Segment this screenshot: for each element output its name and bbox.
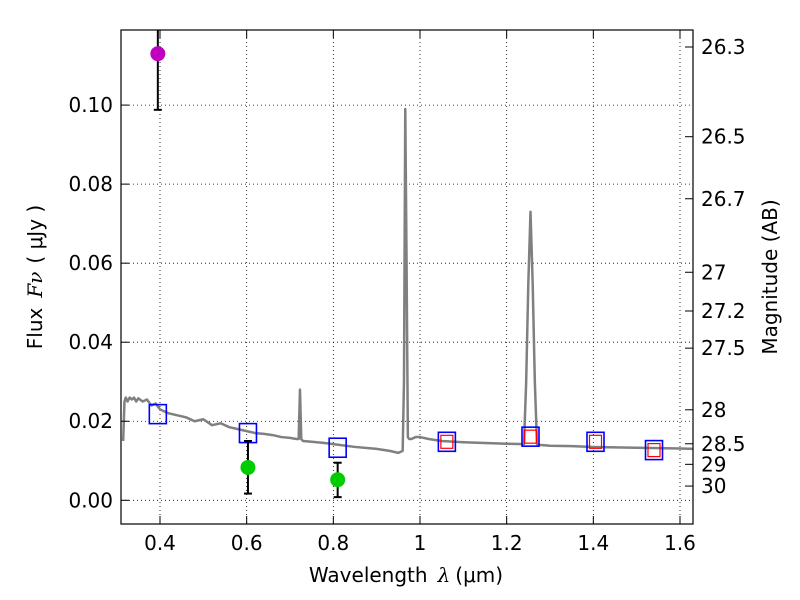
spectrum-line	[121, 107, 693, 455]
model-photometry-point	[148, 403, 168, 425]
y-tick-label: 0.02	[68, 409, 113, 433]
y-tick-label: 0.00	[68, 488, 113, 512]
y2-tick-label: 26.7	[701, 187, 746, 211]
observed-photometry-point	[588, 434, 603, 449]
spectrum-layer	[121, 107, 693, 455]
observed-photometry-point	[240, 459, 256, 475]
y2-tick-label: 28	[701, 398, 726, 422]
x-tick-label: 0.6	[231, 531, 263, 555]
y2-tick-label: 30	[701, 474, 726, 498]
model-photometry-point	[644, 439, 664, 461]
x-tick-label: 1.4	[577, 531, 609, 555]
y-tick-label: 0.06	[68, 251, 113, 275]
model-photometry-point	[328, 437, 347, 459]
x-tick-label: 1.6	[664, 531, 696, 555]
observed-photometry-point	[330, 472, 346, 488]
y2-tick-label: 26.5	[701, 125, 746, 149]
model-photometry-point	[586, 431, 605, 453]
y-tick-label: 0.04	[68, 330, 113, 354]
x-tick-label: 0.4	[144, 531, 176, 555]
x-axis-title: Wavelength λ (μm)	[309, 563, 503, 587]
y2-tick-label: 29	[701, 452, 726, 476]
observed-photometry-point	[523, 429, 538, 444]
observed-photometry-point	[440, 434, 454, 449]
y-axis-title: FluxFν( μJy )	[23, 205, 47, 349]
model-photometry-point	[437, 431, 457, 453]
x-tick-label: 1.2	[491, 531, 523, 555]
y-tick-label: 0.08	[68, 172, 113, 196]
y2-tick-label: 27	[701, 260, 726, 284]
y2-tick-label: 27.2	[701, 299, 746, 323]
y2-tick-label: 27.5	[701, 336, 746, 360]
observed-photometry-point	[647, 442, 661, 458]
x-axis: 0.4 0.6 0.8 1 1.2 1.4 1.6	[144, 30, 696, 555]
y2-axis-title: Magnitude (AB)	[758, 199, 782, 354]
y-tick-label: 0.10	[68, 93, 113, 117]
y2-tick-label: 28.5	[701, 432, 746, 456]
y-axis: 0.00 0.02 0.04 0.06 0.08 0.10	[68, 93, 129, 512]
y2-tick-label: 26.3	[701, 35, 746, 59]
data-points	[148, 30, 664, 499]
grid	[121, 30, 693, 524]
x-tick-label: 0.8	[317, 531, 349, 555]
plot-frame	[120, 29, 694, 525]
observed-photometry-point	[150, 46, 166, 62]
model-photometry-point	[521, 426, 540, 447]
x-tick-label: 1	[414, 531, 427, 555]
